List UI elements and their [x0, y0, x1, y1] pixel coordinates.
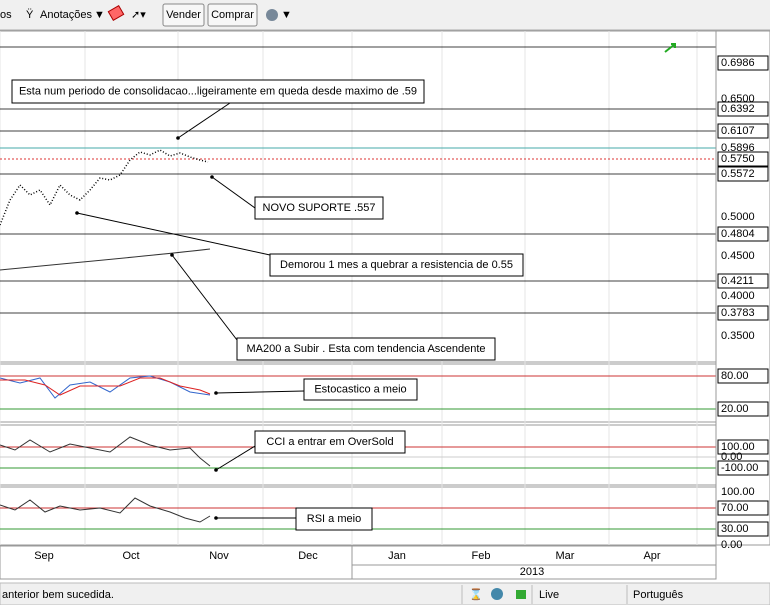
axis-label: -100.00 [721, 462, 758, 474]
month-label: Dec [298, 550, 318, 562]
axis-label-box [717, 460, 769, 476]
annotation-box [254, 430, 406, 454]
year-label: 2013 [520, 566, 544, 578]
axis-label: 70.00 [721, 502, 749, 514]
month-label: Jan [388, 550, 406, 562]
pointer[interactable]: ➚▾ [131, 9, 146, 21]
month-label: Feb [472, 550, 491, 562]
annotation-text: CCI a entrar em OverSold [266, 436, 393, 448]
menu[interactable]: os [0, 9, 12, 21]
annotation-box [303, 378, 418, 401]
toolbar [0, 0, 770, 30]
axis-label-box [717, 151, 769, 167]
network-icon [491, 588, 503, 600]
axis-label-box [717, 226, 769, 242]
axis-label: 80.00 [721, 370, 749, 382]
month-label: Oct [122, 550, 139, 562]
axis-label-box [717, 273, 769, 289]
axis-label: 0.3783 [721, 307, 755, 319]
axis-label-box [717, 500, 769, 516]
settings[interactable] [266, 9, 278, 21]
stoch-d [0, 377, 211, 396]
axis-label: 100.00 [721, 486, 755, 498]
axis-label: 20.00 [721, 403, 749, 415]
axis-label: 0.5750 [721, 153, 755, 165]
axis-label: 0.4211 [721, 275, 754, 287]
svg-text:▼: ▼ [94, 9, 105, 21]
cci [0, 436, 211, 467]
month-label: Nov [209, 550, 229, 562]
annotation-box [254, 196, 384, 220]
axis-label-box [717, 101, 769, 117]
connection-mode: Live [539, 589, 559, 601]
eraser[interactable] [107, 4, 125, 22]
axis-label-box [717, 521, 769, 537]
axis-label-box [717, 55, 769, 71]
annotation-text: Demorou 1 mes a quebrar a resistencia de… [280, 259, 513, 271]
annotation-text: NOVO SUPORTE .557 [263, 202, 376, 214]
sell-label[interactable]: Vender [166, 9, 201, 21]
axis-label: 0.5572 [721, 168, 755, 180]
hourglass-icon: ⌛ [469, 588, 483, 601]
axis-label-box [717, 123, 769, 139]
annotations-menu[interactable]: Anotações [40, 9, 92, 21]
annotation-text: MA200 a Subir . Esta com tendencia Ascen… [246, 343, 485, 355]
axis-label: 0.3500 [721, 330, 755, 342]
annotation-box [11, 79, 425, 104]
axis-label: 0.6986 [721, 57, 755, 69]
lock-icon [516, 590, 526, 599]
annotation-icon: Ϋ [26, 9, 34, 21]
annotation-text: Estocastico a meio [314, 383, 406, 395]
axis-label-box [717, 166, 769, 182]
time-axis [0, 545, 717, 580]
svg-text:▼: ▼ [281, 9, 292, 21]
axis-label: 0.00 [721, 451, 742, 463]
level-lines [0, 46, 716, 314]
annotation-box [269, 253, 524, 277]
month-label: Sep [34, 550, 54, 562]
annotation-box [236, 337, 496, 361]
annotation-box [295, 507, 373, 531]
axis-label: 0.6107 [721, 125, 755, 137]
rsi [0, 497, 211, 523]
axis-label: 0.00 [721, 539, 742, 551]
buy-label[interactable]: Comprar [211, 9, 254, 21]
buy-button[interactable] [207, 3, 258, 27]
status-message: anterior bem sucedida. [2, 589, 114, 601]
axis-label-box [717, 401, 769, 417]
trend-icon [664, 43, 676, 53]
month-label: Apr [643, 550, 660, 562]
axis-label-box [717, 368, 769, 384]
axis-label: 0.5000 [721, 211, 755, 223]
language: Português [633, 589, 684, 601]
axis-label: 0.5896 [721, 142, 755, 154]
axis-label: 0.4804 [721, 228, 755, 240]
axis-label: 100.00 [721, 441, 755, 453]
month-label: Mar [556, 550, 575, 562]
axis-label: 0.4500 [721, 250, 755, 262]
ma200 [0, 248, 211, 271]
status-bar [0, 582, 770, 605]
sell-button[interactable] [162, 3, 205, 27]
axis-label-box [717, 439, 769, 455]
axis-label: 0.6392 [721, 103, 755, 115]
axis-label: 30.00 [721, 523, 749, 535]
annotation-text: RSI a meio [307, 513, 361, 525]
axis-label: 0.4000 [721, 290, 755, 302]
annotation-text: Esta num periodo de consolidacao...ligei… [19, 85, 417, 97]
axis-label-box [717, 305, 769, 321]
